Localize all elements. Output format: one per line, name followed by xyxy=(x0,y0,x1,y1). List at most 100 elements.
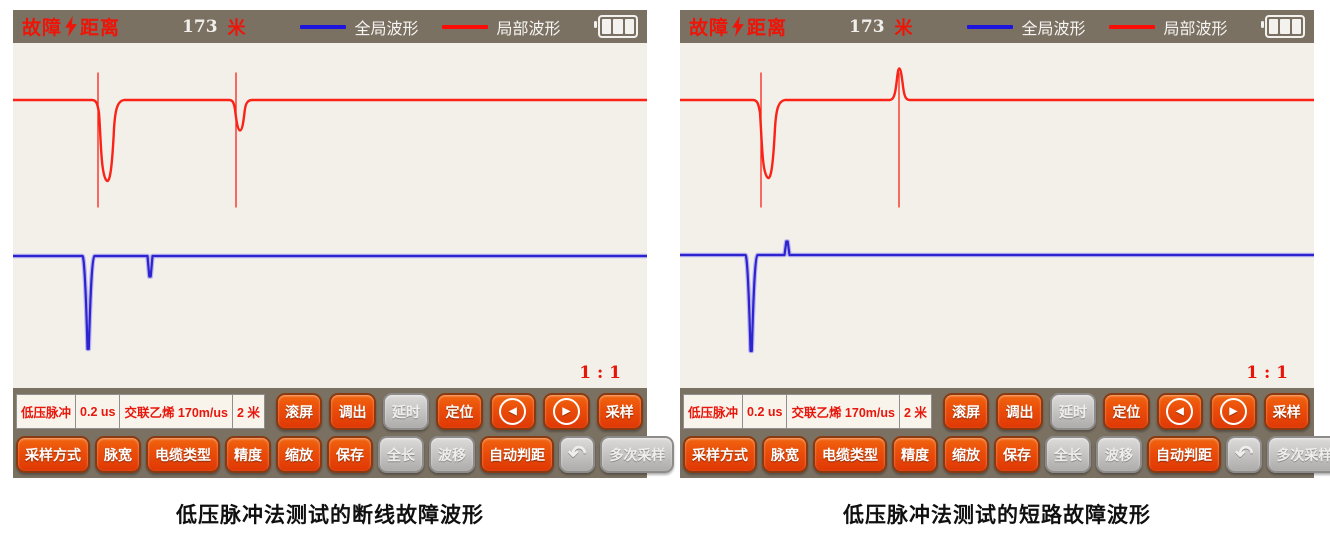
global-waveform-legend-label: 全局波形 xyxy=(1021,20,1086,38)
locate-button[interactable]: 定位 xyxy=(436,393,483,430)
save-button[interactable]: 保存 xyxy=(994,436,1040,473)
cursor-lines xyxy=(97,72,237,208)
save-button[interactable]: 保存 xyxy=(327,436,373,473)
global-waveform-path xyxy=(13,254,647,351)
caption-open-circuit: 低压脉冲法测试的断线故障波形 xyxy=(176,504,484,527)
local-waveform-legend-line xyxy=(441,24,488,29)
fault-distance-value: 173 xyxy=(849,16,885,37)
cable-type-button[interactable]: 电缆类型 xyxy=(146,436,220,473)
sample-button[interactable]: 采样 xyxy=(1263,393,1310,430)
full-length-button[interactable]: 全长 xyxy=(1045,436,1091,473)
device-screen-short-circuit: 故障 距离 173 米 全局波形 局部波形 xyxy=(680,10,1330,478)
delay-button[interactable]: 延时 xyxy=(1049,393,1097,430)
zoom-ratio-label: 1 : 1 xyxy=(1246,363,1288,383)
zoom-button[interactable]: 缩放 xyxy=(276,436,322,473)
fault-distance-unit: 米 xyxy=(227,17,246,38)
wave-shift-button[interactable]: 波移 xyxy=(1096,436,1142,473)
pulse-width-cell: 0.2 us xyxy=(76,394,121,429)
undo-icon: ↶ xyxy=(1235,440,1254,466)
local-waveform-path xyxy=(13,98,647,183)
control-row-1: 低压脉冲 0.2 us 交联乙烯 170m/us 2 米 滚屏 调出 延时 定位… xyxy=(16,393,643,430)
undo-button[interactable]: ↶ xyxy=(559,436,596,473)
sampling-mode-button[interactable]: 采样方式 xyxy=(683,436,757,473)
control-bar: 低压脉冲 0.2 us 交联乙烯 170m/us 2 米 滚屏 调出 延时 定位… xyxy=(680,388,1330,478)
global-waveform-legend-line xyxy=(966,24,1013,29)
fault-word: 故障 xyxy=(689,18,730,39)
precision-button[interactable]: 精度 xyxy=(892,436,938,473)
resolution-cell: 2 米 xyxy=(232,394,265,429)
waveform-display: 1 : 1 xyxy=(680,43,1314,388)
control-bar: 低压脉冲 0.2 us 交联乙烯 170m/us 2 米 滚屏 调出 延时 定位… xyxy=(13,388,675,478)
arrow-left-icon: ◀ xyxy=(1166,398,1194,425)
lightning-bolt-icon xyxy=(732,16,744,37)
global-waveform-glow xyxy=(680,239,1314,354)
local-waveform-legend-label: 局部波形 xyxy=(1163,20,1228,38)
auto-distance-button[interactable]: 自动判距 xyxy=(480,436,554,473)
arrow-left-icon: ◀ xyxy=(499,398,527,425)
fault-distance-unit: 米 xyxy=(894,17,913,38)
waveform-plot xyxy=(13,72,647,352)
pulse-width-button[interactable]: 脉宽 xyxy=(95,436,141,473)
fault-distance-value: 173 xyxy=(182,16,218,37)
local-waveform-legend-line xyxy=(1108,24,1155,29)
waveform-plot xyxy=(680,67,1314,354)
waveform-legend: 全局波形 局部波形 xyxy=(299,15,561,39)
caption-short-circuit: 低压脉冲法测试的短路故障波形 xyxy=(843,504,1151,527)
wave-shift-button[interactable]: 波移 xyxy=(429,436,475,473)
cursor-left-button[interactable]: ◀ xyxy=(1156,393,1204,430)
control-row-1: 低压脉冲 0.2 us 交联乙烯 170m/us 2 米 滚屏 调出 延时 定位… xyxy=(683,393,1310,430)
cursor-left-button[interactable]: ◀ xyxy=(489,393,537,430)
distance-word: 距离 xyxy=(747,18,788,39)
local-waveform-legend-label: 局部波形 xyxy=(496,20,561,38)
row1-buttons: 滚屏 调出 延时 定位 ◀ ▶ 采样 xyxy=(942,393,1310,430)
recall-button[interactable]: 调出 xyxy=(329,393,376,430)
lightning-bolt-icon xyxy=(65,16,77,37)
fault-distance-label: 故障 距离 xyxy=(689,13,787,40)
arrow-right-icon: ▶ xyxy=(552,398,580,425)
cursor-right-button[interactable]: ▶ xyxy=(1210,393,1257,430)
sample-button[interactable]: 采样 xyxy=(596,393,643,430)
sampling-mode-button[interactable]: 采样方式 xyxy=(16,436,90,473)
multi-sample-button[interactable]: 多次采样 xyxy=(1267,436,1330,473)
scroll-screen-button[interactable]: 滚屏 xyxy=(275,393,323,430)
delay-button[interactable]: 延时 xyxy=(382,393,430,430)
cursor-lines xyxy=(760,72,900,208)
cable-velocity-cell: 交联乙烯 170m/us xyxy=(787,394,900,429)
precision-button[interactable]: 精度 xyxy=(225,436,271,473)
zoom-button[interactable]: 缩放 xyxy=(943,436,989,473)
battery-icon xyxy=(1261,15,1305,38)
multi-sample-button[interactable]: 多次采样 xyxy=(600,436,675,473)
battery-icon xyxy=(594,15,638,38)
control-row-2: 采样方式 脉宽 电缆类型 精度 缩放 保存 全长 波移 自动判距 ↶ 多次采样 xyxy=(16,436,675,473)
locate-button[interactable]: 定位 xyxy=(1103,393,1150,430)
distance-word: 距离 xyxy=(80,18,121,39)
recall-button[interactable]: 调出 xyxy=(996,393,1043,430)
method-cell: 低压脉冲 xyxy=(16,394,77,429)
zoom-ratio-label: 1 : 1 xyxy=(579,363,621,383)
cable-type-button[interactable]: 电缆类型 xyxy=(813,436,887,473)
settings-infobar: 低压脉冲 0.2 us 交联乙烯 170m/us 2 米 xyxy=(16,394,265,429)
scroll-screen-button[interactable]: 滚屏 xyxy=(942,393,990,430)
device-screen-open-circuit: 故障 距离 173 米 全局波形 局部波形 xyxy=(13,10,675,478)
global-waveform-legend-label: 全局波形 xyxy=(354,20,419,38)
global-waveform-legend-line xyxy=(299,24,346,29)
pulse-width-cell: 0.2 us xyxy=(743,394,788,429)
auto-distance-button[interactable]: 自动判距 xyxy=(1147,436,1221,473)
global-waveform-glow xyxy=(13,253,647,352)
pulse-width-button[interactable]: 脉宽 xyxy=(762,436,808,473)
status-bar: 故障 距离 173 米 全局波形 局部波形 xyxy=(680,10,1314,43)
undo-icon: ↶ xyxy=(568,440,587,466)
settings-infobar: 低压脉冲 0.2 us 交联乙烯 170m/us 2 米 xyxy=(683,394,932,429)
full-length-button[interactable]: 全长 xyxy=(378,436,424,473)
fault-distance-label: 故障 距离 xyxy=(22,13,120,40)
arrow-right-icon: ▶ xyxy=(1219,398,1247,425)
resolution-cell: 2 米 xyxy=(899,394,932,429)
cursor-right-button[interactable]: ▶ xyxy=(543,393,590,430)
method-cell: 低压脉冲 xyxy=(683,394,744,429)
row1-buttons: 滚屏 调出 延时 定位 ◀ ▶ 采样 xyxy=(275,393,643,430)
status-bar: 故障 距离 173 米 全局波形 局部波形 xyxy=(13,10,647,43)
fault-word: 故障 xyxy=(22,18,63,39)
undo-button[interactable]: ↶ xyxy=(1226,436,1263,473)
waveform-legend: 全局波形 局部波形 xyxy=(966,15,1228,39)
